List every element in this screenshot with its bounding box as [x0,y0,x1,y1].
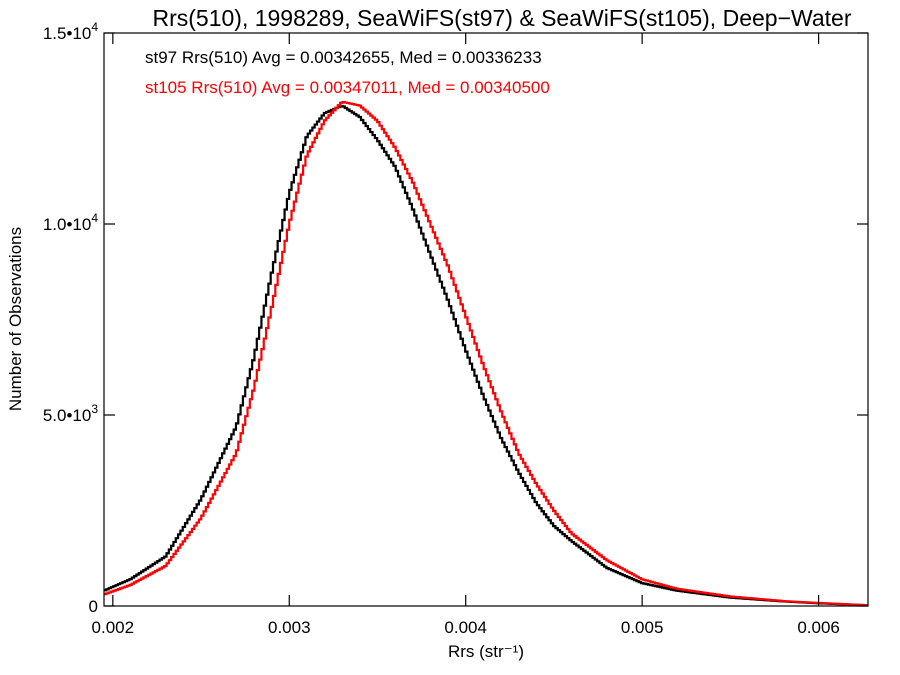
chart-title: Rrs(510), 1998289, SeaWiFS(st97) & SeaWi… [152,5,851,31]
y-tick-label: 1.5•104 [43,20,99,43]
tick-layer: 0.002 0.003 0.004 0.005 0.00605.0•1031.0•104… [43,20,868,637]
x-tick-label: 0.002 [92,618,135,637]
st97-stats-annotation: st97 Rrs(510) Avg = 0.00342655, Med = 0.… [145,48,542,67]
y-tick-label-base: 1.0•10 [43,215,92,234]
y-tick-label-base: 0 [89,597,98,616]
x-tick-label: 0.003 [268,618,311,637]
y-tick-label-base: 5.0•10 [43,406,92,425]
y-tick-label-exponent: 4 [91,20,98,34]
series-line-st105 [104,100,868,607]
y-tick-label: 5.0•103 [43,402,99,425]
st105-stats-annotation: st105 Rrs(510) Avg = 0.00347011, Med = 0… [145,78,550,97]
x-tick-label: 0.005 [621,618,664,637]
x-tick-label: 0.004 [444,618,487,637]
x-tick-label: 0.006 [797,618,840,637]
y-tick-label: 0 [89,597,98,616]
plot-frame [103,32,869,607]
x-axis-label: Rrs (str⁻¹) [448,642,524,661]
series-line-st97 [104,104,868,607]
y-tick-label: 1.0•104 [43,211,99,234]
y-axis-label: Number of Observations [6,227,25,411]
y-tick-label-base: 1.5•10 [43,24,92,43]
y-tick-label-exponent: 3 [91,402,98,416]
series-layer [104,100,868,607]
y-tick-label-exponent: 4 [91,211,98,225]
